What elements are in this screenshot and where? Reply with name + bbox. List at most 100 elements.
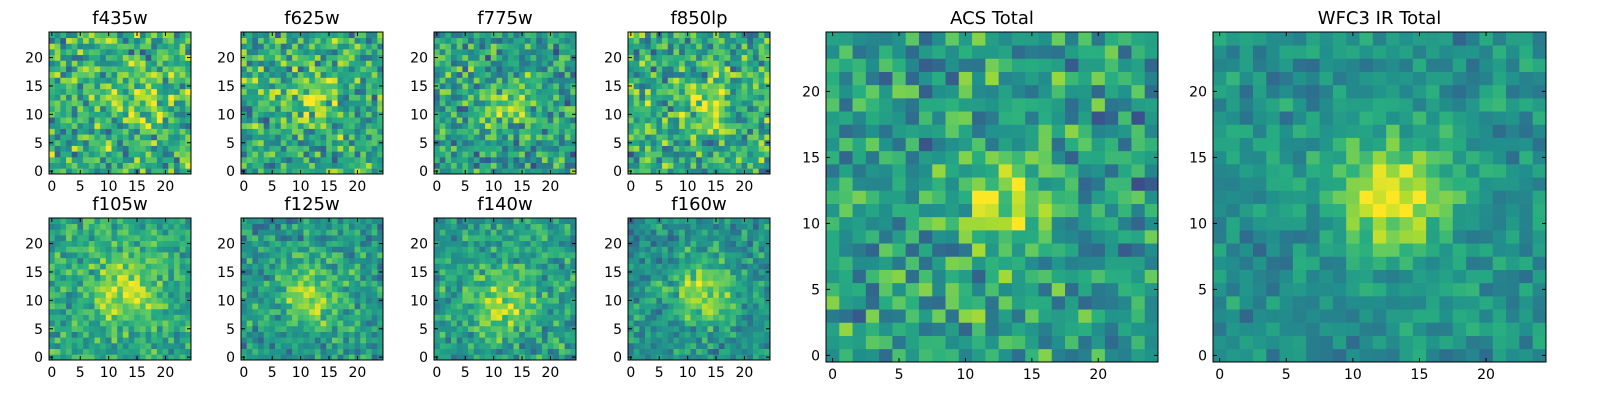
heatmap-cell [741, 314, 748, 321]
heatmap-cell [667, 354, 674, 361]
heatmap-cell [536, 320, 543, 327]
heatmap-cell [280, 348, 287, 355]
heatmap-cell [713, 274, 720, 281]
heatmap-cell [360, 320, 367, 327]
heatmap-cell [679, 308, 686, 315]
heatmap-cell [530, 246, 537, 253]
heatmap-cell [354, 235, 361, 242]
heatmap-cell [286, 139, 293, 146]
heatmap-cell [258, 71, 265, 78]
heatmap-cell [246, 83, 253, 90]
heatmap-cell [246, 354, 253, 361]
heatmap-cell [473, 88, 480, 95]
heatmap-cell [371, 54, 378, 61]
x-tick-label: 20 [349, 179, 367, 195]
heatmap-cell [650, 88, 657, 95]
heatmap-cell [162, 66, 169, 73]
heatmap-cell [280, 49, 287, 56]
heatmap-cell [564, 308, 571, 315]
heatmap-cell [468, 162, 475, 169]
heatmap-cell [241, 337, 248, 344]
heatmap-cell [168, 156, 175, 163]
heatmap-cell [297, 54, 304, 61]
heatmap-cell [628, 337, 635, 344]
heatmap-cell [117, 88, 124, 95]
heatmap-cell [66, 122, 73, 129]
heatmap-cell [713, 88, 720, 95]
heatmap-cell [570, 134, 577, 141]
heatmap-cell [490, 139, 497, 146]
heatmap-cell [60, 286, 67, 293]
heatmap-cell [718, 308, 725, 315]
heatmap-cell [360, 134, 367, 141]
heatmap-cell [60, 32, 67, 39]
heatmap-cell [673, 297, 680, 304]
heatmap-cell [60, 117, 67, 124]
x-tick-label: 15 [320, 179, 338, 195]
heatmap-cell [513, 257, 520, 264]
heatmap-cell [326, 54, 333, 61]
heatmap-cell [547, 83, 554, 90]
heatmap-cell [570, 156, 577, 163]
heatmap-cell [524, 331, 531, 338]
heatmap-cell [564, 286, 571, 293]
heatmap-cell [667, 303, 674, 310]
heatmap-cell [485, 252, 492, 259]
heatmap-cell [309, 49, 316, 56]
heatmap-cell [258, 88, 265, 95]
heatmap-cell [71, 66, 78, 73]
plot-frame [433, 217, 577, 361]
heatmap-cell [54, 348, 61, 355]
heatmap-cell [377, 257, 384, 264]
heatmap-cell [558, 252, 565, 259]
heatmap-cell [701, 303, 708, 310]
heatmap-cell [286, 43, 293, 50]
heatmap-cell [439, 337, 446, 344]
heatmap-cell [331, 223, 338, 230]
heatmap-cell [377, 66, 384, 73]
heatmap-cell [752, 320, 759, 327]
heatmap-cell [77, 111, 84, 118]
heatmap-cell [292, 331, 299, 338]
heatmap-cell [707, 60, 714, 67]
heatmap-cell [309, 88, 316, 95]
heatmap-cell [558, 246, 565, 253]
heatmap-cell [451, 229, 458, 236]
heatmap-cell [303, 280, 310, 287]
heatmap-cell [371, 263, 378, 270]
heatmap-cell [66, 342, 73, 349]
heatmap-cell [54, 32, 61, 39]
heatmap-cell [371, 37, 378, 44]
heatmap-cell [145, 342, 152, 349]
heatmap-cell [348, 314, 355, 321]
heatmap-cell [473, 151, 480, 158]
heatmap-cell [365, 162, 372, 169]
heatmap-cell [77, 134, 84, 141]
heatmap-cell [162, 49, 169, 56]
heatmap-cell [679, 83, 686, 90]
heatmap-cell [320, 325, 327, 332]
heatmap-cell [724, 354, 731, 361]
heatmap-cell [730, 100, 737, 107]
heatmap-cell [730, 151, 737, 158]
heatmap-cell [439, 88, 446, 95]
heatmap-cell [365, 122, 372, 129]
heatmap-cell [456, 280, 463, 287]
heatmap-cell [645, 139, 652, 146]
heatmap-cell [105, 348, 112, 355]
heatmap-cell [479, 94, 486, 101]
heatmap-cell [246, 151, 253, 158]
heatmap-cell [507, 235, 514, 242]
heatmap-cell [764, 66, 771, 73]
heatmap-cell [371, 134, 378, 141]
heatmap-cell [628, 105, 635, 112]
heatmap-cell [303, 83, 310, 90]
heatmap-cell [94, 257, 101, 264]
heatmap-cell [724, 280, 731, 287]
heatmap-cell [451, 325, 458, 332]
heatmap-cell [541, 354, 548, 361]
heatmap-cell [49, 286, 56, 293]
heatmap-cell [83, 297, 90, 304]
heatmap-cell [83, 286, 90, 293]
heatmap-cell [128, 337, 135, 344]
